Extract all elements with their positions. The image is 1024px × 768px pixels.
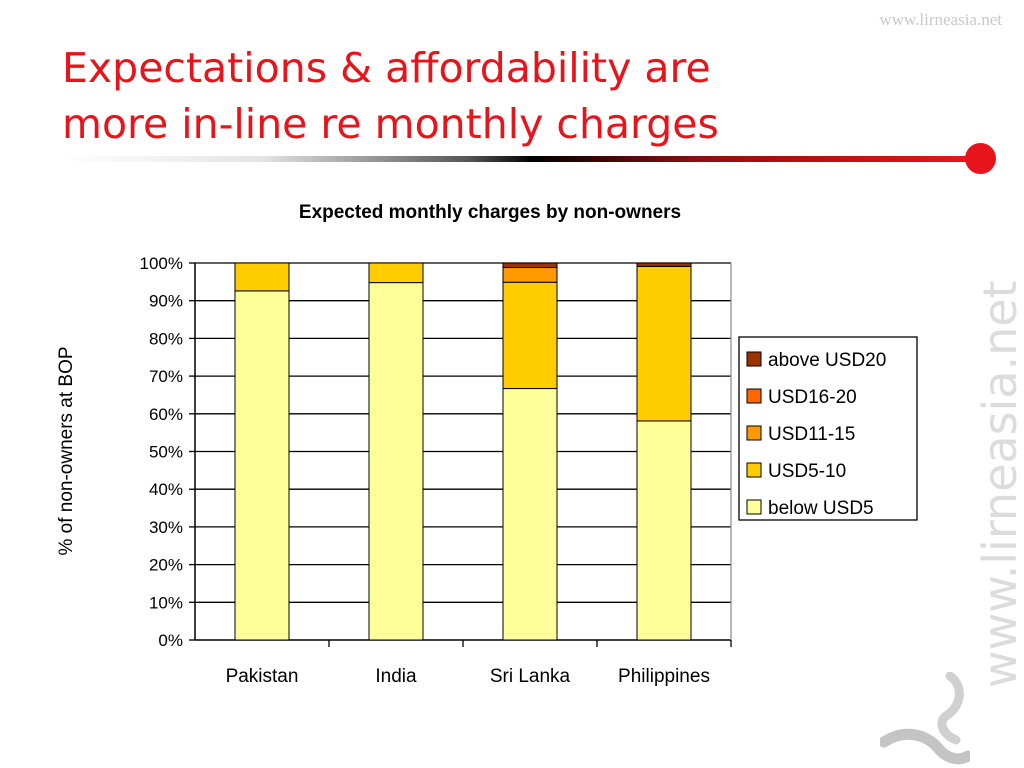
lirneasia-logo-icon [880,672,970,765]
legend-swatch [746,351,762,367]
bar-segment [368,262,424,284]
site-url-top: www.lirneasia.net [879,10,1002,29]
slide-title-line1: Expectations & affordability are [62,44,711,92]
y-tick-label: 100% [140,254,183,273]
y-tick-label: 70% [149,367,183,386]
bar-segment [502,281,558,390]
legend-label: above USD20 [768,350,886,371]
plot-area: 0% 10% 20% 30% 40% 50% 60% 70% 80% 90% 100% Pakista… [140,254,732,687]
x-tick-label: India [375,666,417,687]
bar-segment [234,290,290,641]
y-tick-label: 10% [149,593,183,612]
title-gradient-line [62,156,967,162]
x-tick-label: Pakistan [226,666,299,687]
legend: above USD20 USD16-20 USD11-15 USD5-10 below … [738,336,918,521]
bar-segment [502,388,558,641]
slide-title-line2: more in-line re monthly charges [62,100,719,148]
y-tick-label: 40% [149,480,183,499]
legend-swatch [746,462,762,478]
bar-segment [636,420,692,641]
bar-segment [502,262,558,269]
y-tick-label: 90% [149,292,183,311]
chart-title: Expected monthly charges by non-owners [299,202,681,223]
title-red-dot [965,143,996,174]
legend-swatch [746,388,762,404]
y-tick-label: 80% [149,329,183,348]
y-tick-label: 20% [149,556,183,575]
bar-segment [368,282,424,641]
x-tick-label: Sri Lanka [490,666,571,687]
legend-label: USD16-20 [768,387,857,408]
bar-segment [234,262,290,292]
legend-label: below USD5 [768,498,874,519]
y-tick-label: 50% [149,443,183,462]
legend-box [738,336,918,521]
bar-segment [636,265,692,422]
bar-segment [502,267,558,283]
slide-title: Expectations & affordability are more in… [62,40,962,152]
legend-label: USD11-15 [768,424,855,445]
legend-swatch [746,499,762,515]
bar-segment [636,262,692,267]
y-tick-label: 60% [149,405,183,424]
y-tick-label: 30% [149,518,183,537]
legend-swatch [746,425,762,441]
legend-label: USD5-10 [768,461,846,482]
x-tick-label: Philippines [618,666,710,687]
y-axis-label: % of non-owners at BOP [56,346,77,555]
y-tick-label: 0% [158,631,183,650]
